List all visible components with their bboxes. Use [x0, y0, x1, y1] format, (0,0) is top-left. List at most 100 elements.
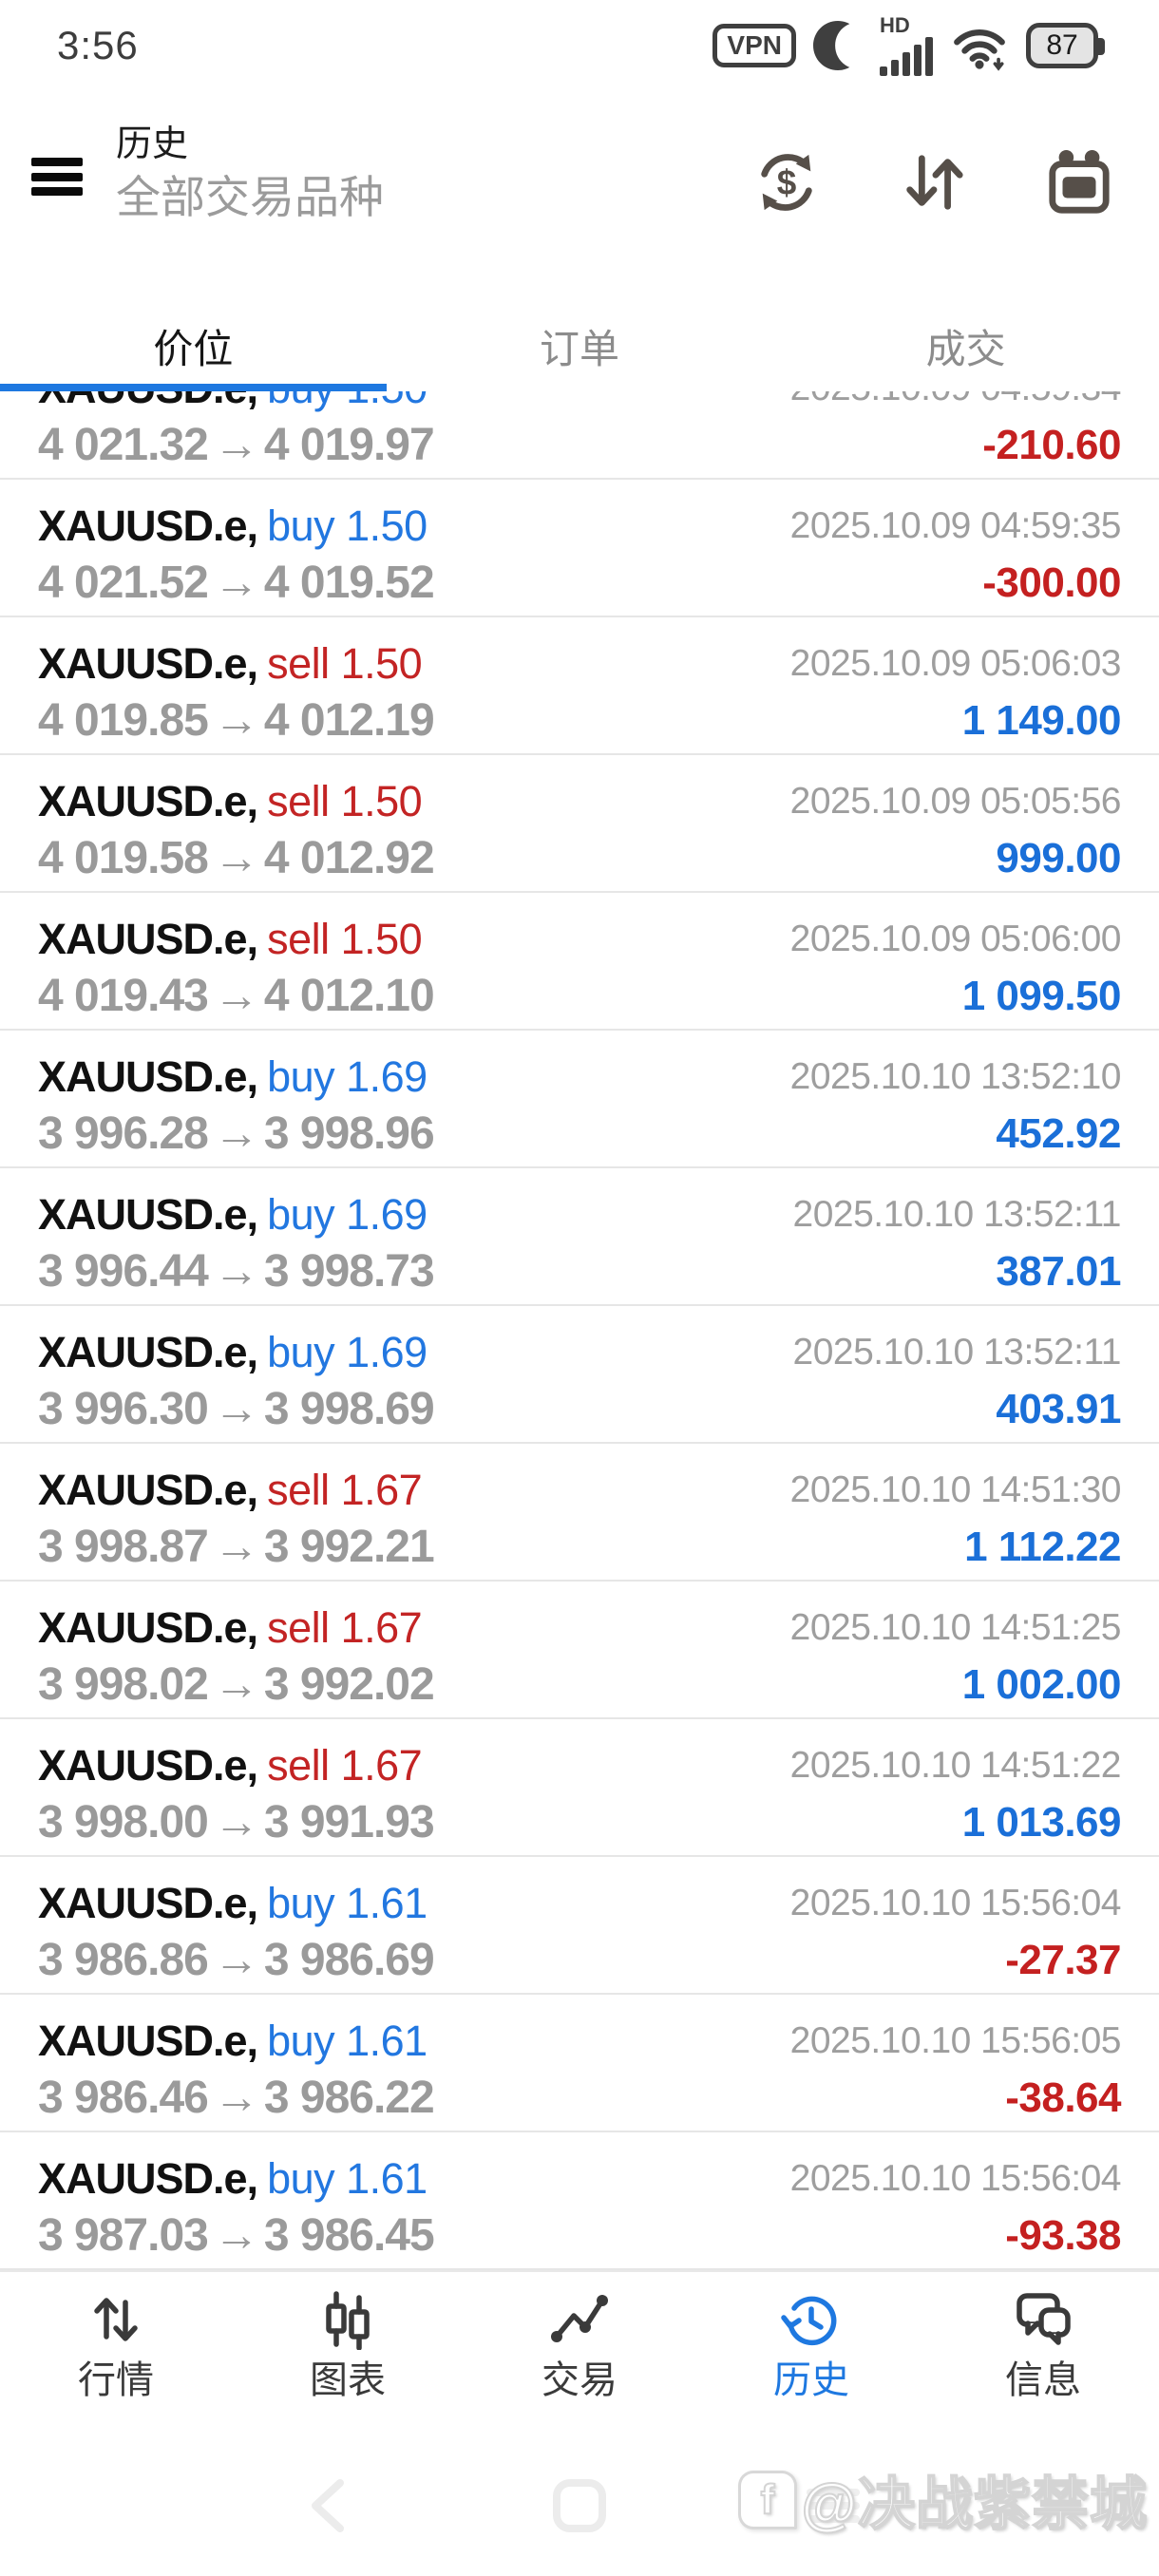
- trade-row[interactable]: XAUUSD.e, buy 1.50 4 021.32→4 019.97 2025…: [0, 391, 1159, 480]
- trade-profit: 999.00: [996, 835, 1121, 881]
- close-price: 4 012.92: [263, 833, 435, 883]
- trade-row[interactable]: XAUUSD.e, buy 1.50 4 021.52 → 4 019.52 2025…: [0, 480, 1159, 617]
- nav-messages[interactable]: 信息: [927, 2272, 1159, 2432]
- close-price: 4 012.10: [263, 971, 435, 1021]
- trade-symbol: XAUUSD.e,: [38, 2154, 258, 2203]
- trade-symbol: XAUUSD.e,: [38, 1328, 258, 1376]
- trade-row[interactable]: XAUUSD.e, buy 1.61 3 986.86 → 3 986.69 2025…: [0, 1857, 1159, 1995]
- close-price: 3 992.21: [263, 1522, 435, 1572]
- trade-side-volume: buy 1.61: [267, 1879, 428, 1927]
- trade-right-column: 2025.10.10 13:52:11 387.01: [792, 1189, 1122, 1299]
- trade-symbol: XAUUSD.e,: [38, 502, 258, 550]
- trade-symbol: XAUUSD.e,: [38, 391, 258, 412]
- trade-row[interactable]: XAUUSD.e, buy 1.61 3 987.03 → 3 986.45 2025…: [0, 2132, 1159, 2270]
- menu-button[interactable]: [31, 158, 83, 196]
- open-price: 3 986.46: [38, 2073, 209, 2123]
- open-price: 3 996.28: [38, 1108, 209, 1159]
- symbol-filter-subtitle[interactable]: 全部交易品种: [116, 172, 384, 222]
- close-price: 4 019.97: [263, 420, 435, 470]
- close-price: 4 019.52: [263, 558, 435, 608]
- tab-orders[interactable]: 订单: [540, 327, 620, 371]
- trade-time: 2025.10.10 13:52:11: [792, 1194, 1122, 1235]
- trade-time: 2025.10.10 15:56:04: [789, 2158, 1122, 2199]
- trade-left-column: XAUUSD.e, buy 1.69 3 996.30 → 3 998.69: [38, 1327, 435, 1437]
- trade-right-column: 2025.10.10 13:52:11 403.91: [793, 1327, 1122, 1437]
- nav-quotes[interactable]: 行情: [0, 2272, 232, 2432]
- date-range-button[interactable]: [1045, 148, 1113, 217]
- trade-time: 2025.10.09 04:59:34: [790, 391, 1122, 414]
- trade-row[interactable]: XAUUSD.e, sell 1.67 3 998.00 → 3 991.93 202…: [0, 1719, 1159, 1857]
- nav-charts[interactable]: 图表: [232, 2272, 464, 2432]
- trade-profit: 1 099.50: [961, 973, 1122, 1019]
- watermark: f @决战紫禁城: [738, 2458, 1148, 2541]
- trade-symbol: XAUUSD.e,: [38, 1603, 258, 1652]
- system-recents-button[interactable]: [797, 2470, 869, 2542]
- open-price: 4 021.32: [38, 420, 209, 470]
- sort-button[interactable]: [899, 148, 967, 217]
- trade-row[interactable]: XAUUSD.e, sell 1.67 3 998.02 → 3 992.02 202…: [0, 1582, 1159, 1719]
- system-back-button[interactable]: [296, 2470, 369, 2542]
- page-title: 历史: [116, 124, 189, 164]
- trade-right-column: 2025.10.09 04:59:34 -210.60: [790, 391, 1122, 473]
- nav-trade[interactable]: 交易: [464, 2272, 695, 2432]
- bottom-nav: 行情 图表 交易 历史: [0, 2270, 1159, 2432]
- trade-right-column: 2025.10.09 04:59:35 -300.00: [790, 501, 1122, 611]
- price-arrow-icon: →: [213, 1935, 259, 1985]
- system-home-button[interactable]: [543, 2470, 616, 2542]
- trade-row[interactable]: XAUUSD.e, buy 1.69 3 996.44 → 3 998.73 2025…: [0, 1168, 1159, 1306]
- status-bar: 3:56 VPN HD 87: [0, 0, 1159, 85]
- price-arrow-icon: →: [213, 1522, 259, 1572]
- tab-positions[interactable]: 价位: [153, 327, 234, 371]
- trade-side-volume: sell 1.67: [267, 1466, 423, 1514]
- trade-side-volume: buy 1.69: [267, 1190, 428, 1239]
- hd-label: HD: [880, 12, 910, 37]
- trade-row[interactable]: XAUUSD.e, sell 1.67 3 998.87 → 3 992.21 202…: [0, 1444, 1159, 1582]
- close-price: 3 992.02: [263, 1659, 435, 1710]
- trade-row[interactable]: XAUUSD.e, sell 1.50 4 019.43 → 4 012.10 202…: [0, 893, 1159, 1031]
- tab-deals[interactable]: 成交: [925, 327, 1006, 371]
- close-price: 3 998.73: [263, 1246, 435, 1297]
- sort-arrows-icon: [906, 155, 963, 210]
- close-price: 3 986.22: [263, 2073, 435, 2123]
- trade-row[interactable]: XAUUSD.e, sell 1.50 4 019.58 → 4 012.92 202…: [0, 755, 1159, 893]
- trade-left-column: XAUUSD.e, sell 1.50 4 019.43 → 4 012.10: [38, 914, 435, 1024]
- trade-symbol: XAUUSD.e,: [38, 1052, 258, 1101]
- trade-side-volume: sell 1.50: [267, 639, 423, 688]
- battery-percent: 87: [1046, 29, 1078, 61]
- trade-profit: 452.92: [996, 1110, 1121, 1157]
- sync-balance-button[interactable]: $: [752, 148, 821, 217]
- svg-text:$: $: [777, 163, 797, 202]
- tab-bar: 价位 订单 成交: [0, 285, 1159, 391]
- trade-right-column: 2025.10.10 15:56:04 -93.38: [789, 2153, 1122, 2263]
- history-clock-icon: [781, 2296, 837, 2346]
- price-arrow-icon: →: [213, 420, 259, 470]
- trade-row[interactable]: XAUUSD.e, buy 1.61 3 986.46 → 3 986.22 2025…: [0, 1995, 1159, 2132]
- trade-row[interactable]: XAUUSD.e, sell 1.50 4 019.85 → 4 012.19 202…: [0, 617, 1159, 755]
- active-tab-indicator: [0, 384, 387, 391]
- moon-icon: [813, 21, 850, 70]
- trade-profit: -27.37: [1005, 1937, 1121, 1983]
- candlestick-icon: [326, 2291, 370, 2350]
- trade-time: 2025.10.09 05:05:56: [789, 781, 1122, 822]
- trade-row[interactable]: XAUUSD.e, buy 1.69 3 996.28 → 3 998.96 2025…: [0, 1031, 1159, 1168]
- messages-icon: [1016, 2293, 1071, 2345]
- price-arrow-icon: →: [213, 971, 259, 1021]
- trade-time: 2025.10.09 05:06:00: [789, 919, 1122, 959]
- trade-symbol: XAUUSD.e,: [38, 2017, 258, 2065]
- price-arrow-icon: →: [213, 558, 259, 608]
- nav-history[interactable]: 历史: [695, 2272, 927, 2432]
- trade-side-volume: buy 1.61: [267, 2154, 428, 2203]
- trade-profit: 403.91: [996, 1386, 1121, 1432]
- price-arrow-icon: →: [213, 1384, 259, 1434]
- trade-left-column: XAUUSD.e, sell 1.50 4 019.85 → 4 012.19: [38, 638, 435, 748]
- trade-symbol: XAUUSD.e,: [38, 915, 258, 963]
- trade-left-column: XAUUSD.e, buy 1.61 3 986.86 → 3 986.69: [38, 1878, 435, 1988]
- watermark-logo-icon: f: [738, 2470, 798, 2529]
- trade-row[interactable]: XAUUSD.e, buy 1.69 3 996.30 → 3 998.69 2025…: [0, 1306, 1159, 1444]
- open-price: 4 019.43: [38, 971, 209, 1021]
- trade-time: 2025.10.10 14:51:22: [789, 1745, 1122, 1786]
- trade-side-volume: sell 1.50: [267, 777, 423, 825]
- trade-side-volume: buy 1.69: [267, 1328, 428, 1376]
- price-arrow-icon: →: [213, 1659, 259, 1710]
- trade-line-icon: [551, 2295, 608, 2342]
